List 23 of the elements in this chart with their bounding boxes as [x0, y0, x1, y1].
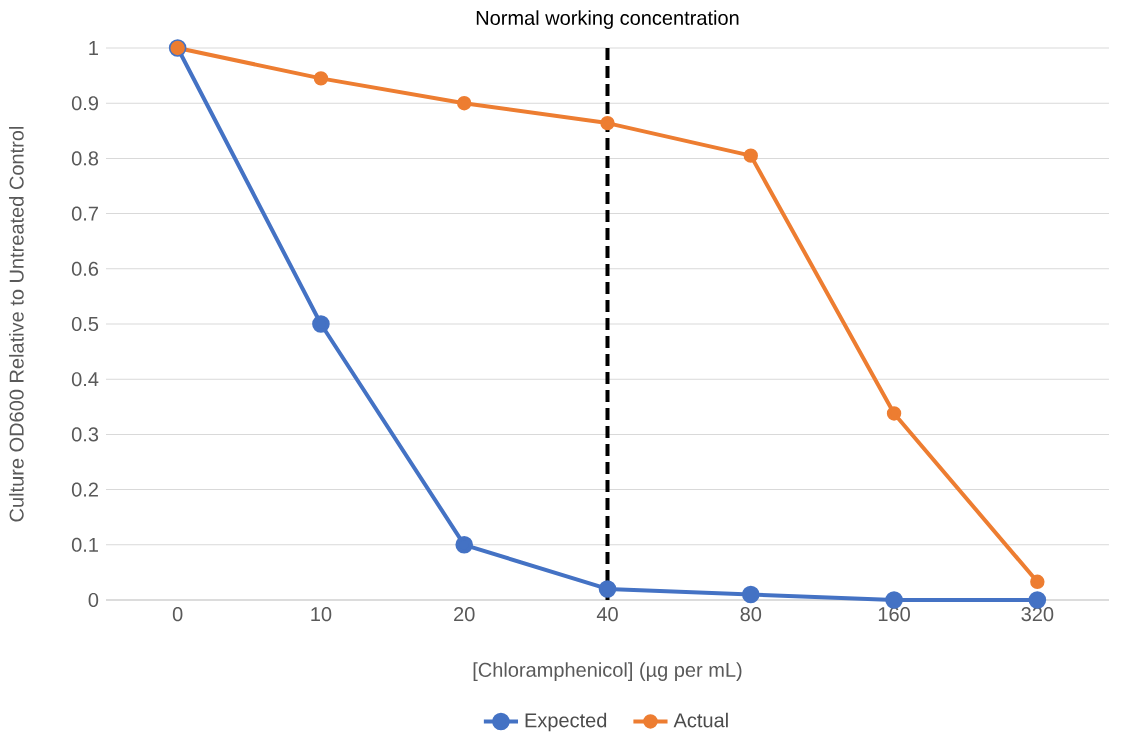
x-tick-label: 0 [172, 607, 183, 622]
legend-label: Expected [525, 712, 607, 732]
y-axis-title: Culture OD600 Relative to Untreated Control [9, 126, 24, 522]
x-tick-label: 40 [596, 607, 618, 622]
y-tick-label: 0.4 [71, 372, 99, 387]
y-tick-label: 0.9 [71, 96, 99, 111]
y-tick-label: 1 [89, 41, 98, 55]
y-tick-label: 0.7 [71, 206, 98, 221]
legend-label: Actual [673, 712, 728, 728]
x-tick-label: 160 [878, 607, 910, 622]
x-tick-label: 10 [311, 607, 332, 622]
x-axis-title: [Chloramphenicol] (µg per mL) [473, 662, 742, 681]
x-tick-label: 320 [1021, 607, 1054, 622]
y-tick-label: 0 [88, 592, 99, 608]
ref-line-label: Normal working concentration [476, 10, 739, 29]
y-tick-label: 0.1 [71, 537, 98, 552]
y-tick-label: 0.6 [71, 261, 99, 276]
y-tick-label: 0.3 [71, 427, 99, 442]
y-tick-label: 0.2 [71, 482, 98, 497]
x-tick-label: 80 [740, 607, 762, 622]
x-tick-label: 20 [454, 607, 475, 622]
y-tick-label: 0.5 [71, 316, 99, 332]
y-tick-label: 0.8 [71, 151, 99, 166]
